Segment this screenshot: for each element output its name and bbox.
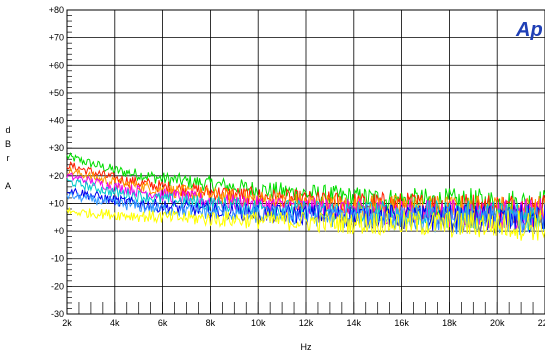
y-label-char: B — [5, 139, 11, 149]
y-label-char: d — [5, 125, 10, 135]
y-tick-label: -30 — [51, 309, 64, 319]
x-tick-label: 12k — [299, 318, 314, 328]
x-tick-labels: 2k 4k 6k 8k 10k 12k 14k 16k 18k 20k 22k — [62, 318, 545, 328]
y-tick-labels: -30 -20 -10 +0 +10 +20 +30 +40 +50 +60 +70 +80 — [49, 5, 64, 319]
series-line-7 — [66, 206, 545, 241]
x-tick-label: 14k — [347, 318, 362, 328]
x-tick-label: 8k — [206, 318, 216, 328]
y-label-char: r — [7, 153, 10, 163]
minor-ticks — [66, 9, 545, 315]
y-tick-label: +30 — [49, 143, 64, 153]
y-tick-label: +40 — [49, 116, 64, 126]
x-tick-label: 22k — [538, 318, 545, 328]
y-tick-label: +10 — [49, 198, 64, 208]
x-tick-label: 16k — [394, 318, 409, 328]
y-tick-label: +0 — [54, 226, 64, 236]
y-tick-label: +70 — [49, 33, 64, 43]
y-label-char: A — [5, 181, 11, 191]
y-tick-label: +60 — [49, 60, 64, 70]
series-line-1 — [66, 161, 545, 226]
x-axis-label: Hz — [301, 342, 312, 352]
y-tick-label: +20 — [49, 171, 64, 181]
x-tick-label: 18k — [442, 318, 457, 328]
x-tick-label: 20k — [490, 318, 505, 328]
grid — [66, 9, 545, 315]
y-axis-label: dBr A — [5, 125, 11, 191]
x-tick-label: 4k — [110, 318, 120, 328]
y-tick-label: +50 — [49, 88, 64, 98]
y-tick-label: -20 — [51, 281, 64, 291]
x-tick-label: 6k — [158, 318, 168, 328]
y-tick-label: +80 — [49, 5, 64, 15]
logo-text: Ap — [515, 19, 543, 41]
x-tick-label: 2k — [62, 318, 72, 328]
x-tick-label: 10k — [251, 318, 266, 328]
y-tick-label: -10 — [51, 254, 64, 264]
series-layer — [66, 152, 545, 241]
